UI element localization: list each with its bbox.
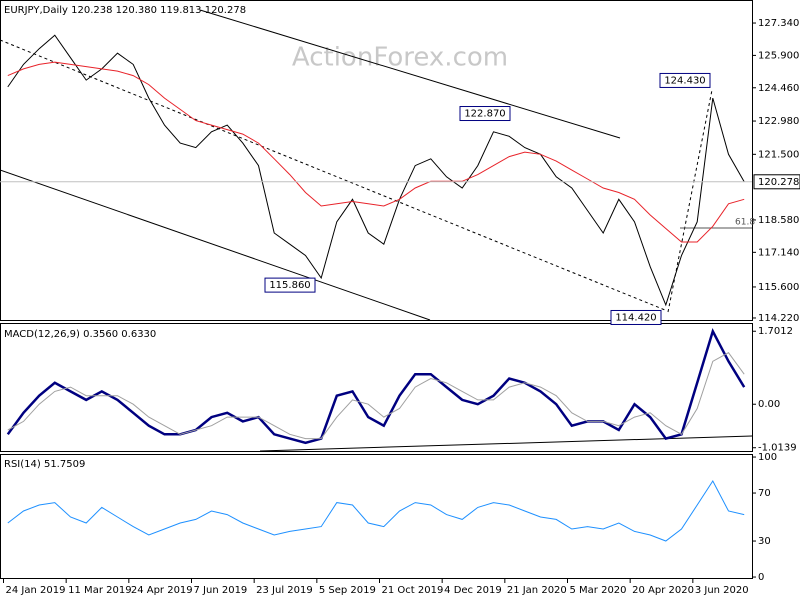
series-line <box>7 34 745 307</box>
x-tick-label: 3 Jun 2020 <box>695 585 749 596</box>
x-tick-label: 4 Dec 2019 <box>444 585 502 596</box>
annotation-box <box>659 72 711 88</box>
y-tick-label: 124.460 <box>758 83 799 94</box>
y-tick-label: 0 <box>758 572 764 583</box>
chart-title: EURJPY,Daily 120.238 120.380 119.813 120… <box>4 5 246 16</box>
x-tick-label: 20 Apr 2020 <box>632 585 694 596</box>
annotation-label: 124.430 <box>664 75 705 86</box>
series-line <box>7 352 745 440</box>
y-tick-label: 30 <box>758 536 771 547</box>
x-tick-label: 21 Oct 2019 <box>382 585 444 596</box>
y-tick-label: 0.00 <box>758 399 780 410</box>
y-tick-label: 1.7012 <box>758 326 793 337</box>
y-tick-label: 125.900 <box>758 50 799 61</box>
y-tick-label: 127.340 <box>758 18 799 29</box>
fib-label: 61.8 <box>735 218 755 228</box>
annotation-box <box>610 309 662 325</box>
series-line <box>7 61 745 243</box>
y-tick-label: 114.220 <box>758 313 799 324</box>
x-tick-label: 5 Sep 2019 <box>319 585 376 596</box>
series-line <box>6 328 746 445</box>
y-tick-label: 122.980 <box>758 116 799 127</box>
watermark: ActionForex.com <box>292 43 508 73</box>
annotation-box <box>459 106 511 122</box>
annotation-label: 122.870 <box>464 109 505 120</box>
series-line <box>7 480 745 542</box>
macd-frame <box>0 323 753 452</box>
y-tick-label: 100 <box>758 452 777 463</box>
macd-title: MACD(12,26,9) 0.3560 0.6330 <box>4 329 156 340</box>
x-tick-label: 5 Mar 2020 <box>570 585 627 596</box>
annotation-box <box>264 277 316 293</box>
annotation-label: 114.420 <box>615 312 656 323</box>
x-tick-label: 21 Jan 2020 <box>507 585 567 596</box>
channel-line <box>0 169 431 321</box>
y-tick-label: 70 <box>758 488 771 499</box>
rsi-title: RSI(14) 51.7509 <box>4 459 85 470</box>
y-tick-label: 121.500 <box>758 149 799 160</box>
y-tick-label: -1.0139 <box>758 443 797 454</box>
x-tick-label: 24 Jan 2019 <box>6 585 66 596</box>
last-price-tag <box>753 174 800 190</box>
channel-line <box>199 9 621 139</box>
x-tick-label: 11 Mar 2019 <box>68 585 131 596</box>
annotation-label: 115.860 <box>269 280 310 291</box>
y-tick-label: 117.140 <box>758 247 799 258</box>
x-tick-label: 24 Apr 2019 <box>131 585 193 596</box>
y-tick-label: 118.580 <box>758 215 799 226</box>
price-frame <box>0 0 753 321</box>
x-tick-label: 23 Jul 2019 <box>256 585 313 596</box>
y-tick-label: 115.600 <box>758 282 799 293</box>
rsi-frame <box>0 454 753 579</box>
last-price-label: 120.278 <box>758 177 799 188</box>
x-tick-label: 7 Jun 2019 <box>194 585 248 596</box>
